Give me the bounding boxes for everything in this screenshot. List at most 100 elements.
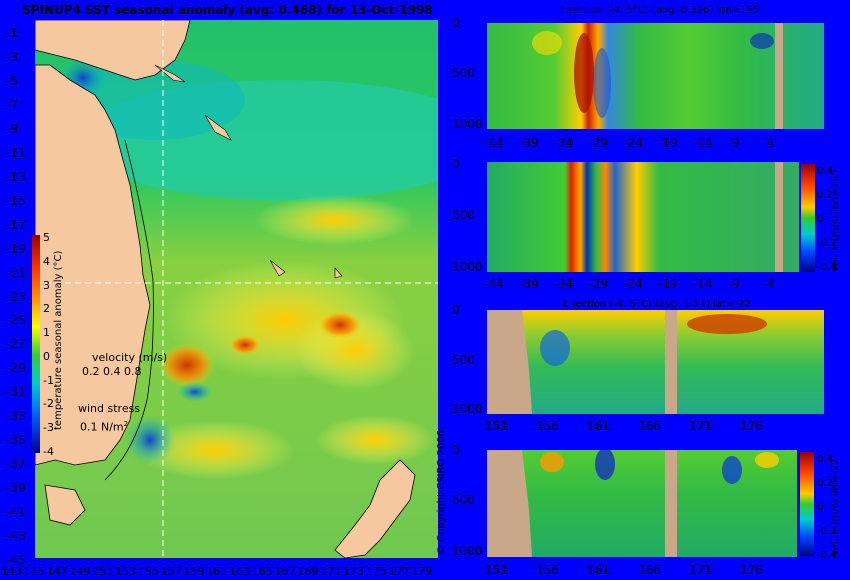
x-tick: -19 xyxy=(658,277,678,291)
x-tick: 171 xyxy=(689,419,712,433)
lat-label: -9 xyxy=(6,121,18,136)
vel-colorbar-tick: -0.2 xyxy=(817,238,837,249)
panel4-section-plot xyxy=(487,450,797,557)
lat-label: -27 xyxy=(6,337,26,352)
lat-label: -7 xyxy=(6,97,18,112)
lat-label: -5 xyxy=(6,73,18,88)
x-tick: 156 xyxy=(536,419,559,433)
panel1-section-plot xyxy=(487,23,824,129)
depth-tick: 0 xyxy=(452,16,460,30)
vel-colorbar-tick: 0.4 xyxy=(817,166,833,177)
vel-colorbar-tick: 0.2 xyxy=(817,478,833,489)
panel4-colorbar xyxy=(800,452,814,556)
x-tick: 151 xyxy=(485,563,508,577)
vel-colorbar-tick: 0.2 xyxy=(817,190,833,201)
depth-tick: 0 xyxy=(452,443,460,457)
x-tick: 156 xyxy=(536,563,559,577)
lat-label: -37 xyxy=(6,457,26,472)
panel2-colorbar xyxy=(801,164,815,272)
lon-label: 165 xyxy=(251,565,273,578)
x-tick: -44 xyxy=(484,136,504,150)
lat-label: -43 xyxy=(6,529,26,544)
x-tick: -4 xyxy=(762,277,775,291)
colorbar-tick: -4 xyxy=(43,445,54,458)
x-tick: 171 xyxy=(689,563,712,577)
lat-label: -15 xyxy=(6,193,26,208)
lat-label: -23 xyxy=(6,289,26,304)
vel-colorbar-tick: -0.4 xyxy=(817,550,837,561)
x-tick: -14 xyxy=(692,136,713,150)
colorbar-tick: -2 xyxy=(43,397,54,411)
lon-label: 157 xyxy=(160,565,182,578)
lat-label: -45 xyxy=(6,553,26,567)
colorbar-tick: 0 xyxy=(43,349,50,363)
lon-label: 151 xyxy=(92,565,114,578)
lon-label: 155 xyxy=(137,565,159,578)
depth-tick: 500 xyxy=(452,208,475,223)
lon-label: 179 xyxy=(411,565,433,578)
x-tick: -44 xyxy=(484,277,504,291)
lat-label: -39 xyxy=(6,481,26,496)
lon-label: 167 xyxy=(274,565,296,578)
panel3-section-plot xyxy=(487,310,824,414)
lon-label: 163 xyxy=(229,565,250,578)
panel2-section-plot xyxy=(487,162,799,272)
x-tick: -24 xyxy=(623,277,643,291)
colorbar-tick: -3 xyxy=(43,421,54,435)
panel3-title: t section (-4..5°C) (avg: 1.11) lat=-22 xyxy=(563,299,751,310)
x-tick: -39 xyxy=(518,136,539,150)
velocity-label: velocity (m/s) xyxy=(92,351,168,364)
lon-label: 175 xyxy=(365,565,387,578)
x-tick: -9 xyxy=(727,136,740,150)
lon-label: 143 xyxy=(1,565,22,578)
x-tick: 166 xyxy=(638,419,661,433)
lat-label: -13 xyxy=(6,169,26,184)
lon-label: 145 xyxy=(23,565,45,578)
lon-label: 171 xyxy=(320,565,342,578)
x-tick: -39 xyxy=(518,277,539,291)
lat-label: -1 xyxy=(6,26,18,40)
x-tick: 161 xyxy=(587,563,610,577)
x-tick: -19 xyxy=(658,136,678,150)
depth-tick: 500 xyxy=(452,66,475,81)
x-tick: -14 xyxy=(692,277,713,291)
lat-label: -41 xyxy=(6,505,26,520)
panel2-colorbar-label: vel. E (m/s) lon=155 xyxy=(830,169,841,272)
lat-label: -31 xyxy=(6,385,26,400)
vel-colorbar-tick: 0 xyxy=(817,502,824,513)
lat-label: -35 xyxy=(6,433,26,448)
vel-colorbar-tick: -0.2 xyxy=(817,526,837,537)
x-tick: 176 xyxy=(740,419,763,433)
x-tick: -29 xyxy=(588,136,608,150)
wind-stress-label: wind stress xyxy=(78,402,141,415)
lon-label: 153 xyxy=(115,565,136,578)
x-tick: -29 xyxy=(588,277,608,291)
depth-tick: 500 xyxy=(452,352,475,367)
depth-tick: 1000 xyxy=(452,402,483,417)
map-colorbar-label: temperature seasonal anomaly (°C) xyxy=(53,250,64,430)
x-tick: -24 xyxy=(623,136,643,150)
lat-label: -21 xyxy=(6,265,26,280)
x-tick: -9 xyxy=(727,277,740,291)
depth-tick: 0 xyxy=(452,157,460,171)
lon-label: 177 xyxy=(388,565,410,578)
x-tick: 176 xyxy=(740,563,763,577)
velocity-scale: 0.2 0.4 0.8 xyxy=(82,365,142,378)
lon-label: 169 xyxy=(297,565,319,578)
sst-anomaly-map xyxy=(35,20,438,558)
depth-tick: 1000 xyxy=(452,116,483,131)
x-tick: 166 xyxy=(638,563,661,577)
colorbar-tick: -1 xyxy=(43,373,54,387)
wind-stress-scale: 0.1 N/m2 xyxy=(80,420,129,434)
lat-label: -25 xyxy=(6,313,26,328)
colorbar-tick: 3 xyxy=(43,278,50,292)
vel-colorbar-tick: 0.4 xyxy=(817,454,833,465)
lon-label: 161 xyxy=(206,565,228,578)
x-tick: -34 xyxy=(553,136,574,150)
lat-label: -17 xyxy=(6,217,26,232)
main-title: SPINUP4 SST seasonal anomaly (avg: 0.468… xyxy=(22,3,433,17)
map-colorbar xyxy=(32,235,40,453)
lon-label: 159 xyxy=(183,565,205,578)
x-tick: -34 xyxy=(553,277,574,291)
lon-label: 173 xyxy=(343,565,364,578)
